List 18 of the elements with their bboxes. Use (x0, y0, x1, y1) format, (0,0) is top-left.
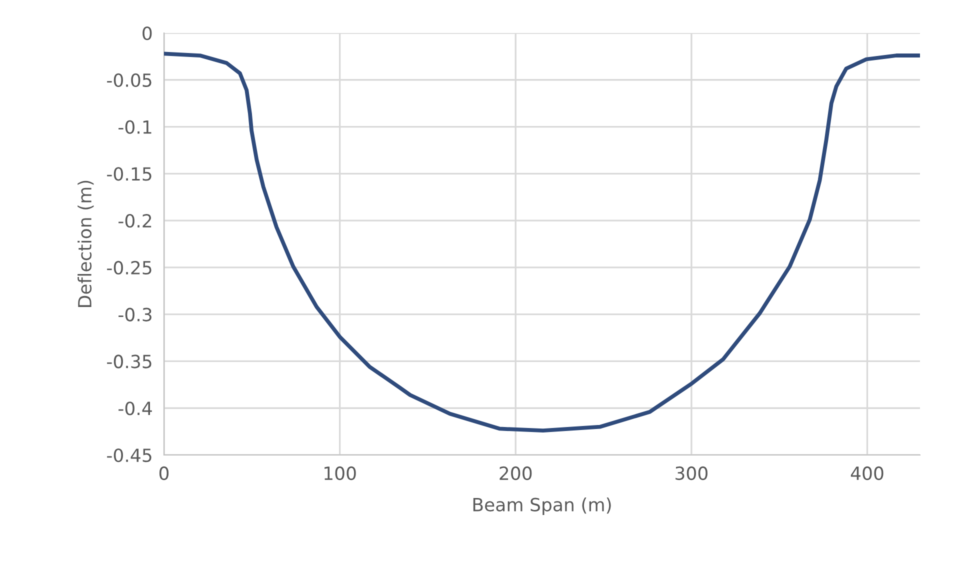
y-tick-label: -0.45 (107, 448, 152, 462)
y-tick-label: -0.25 (107, 260, 152, 275)
y-tick-label: -0.35 (107, 354, 152, 368)
y-tick-label: -0.4 (118, 402, 152, 416)
y-tick-label: -0.1 (118, 120, 152, 134)
y-tick-label: -0.3 (118, 308, 152, 322)
x-tick-label: 200 (500, 466, 532, 480)
x-tick-label: 100 (324, 466, 356, 480)
line-series (164, 52, 920, 433)
y-tick-label: -0.15 (107, 167, 152, 181)
y-tick-label: -0.05 (107, 73, 152, 88)
x-tick-label: 400 (850, 466, 884, 480)
y-tick-label: 0 (142, 26, 152, 40)
x-tick-label: 300 (676, 466, 708, 480)
y-axis-title: Deflection (m) (78, 180, 94, 307)
x-tick-label: 0 (159, 466, 169, 480)
y-tick-label: -0.2 (118, 214, 152, 228)
x-axis-title: Beam Span (m) (473, 497, 611, 515)
